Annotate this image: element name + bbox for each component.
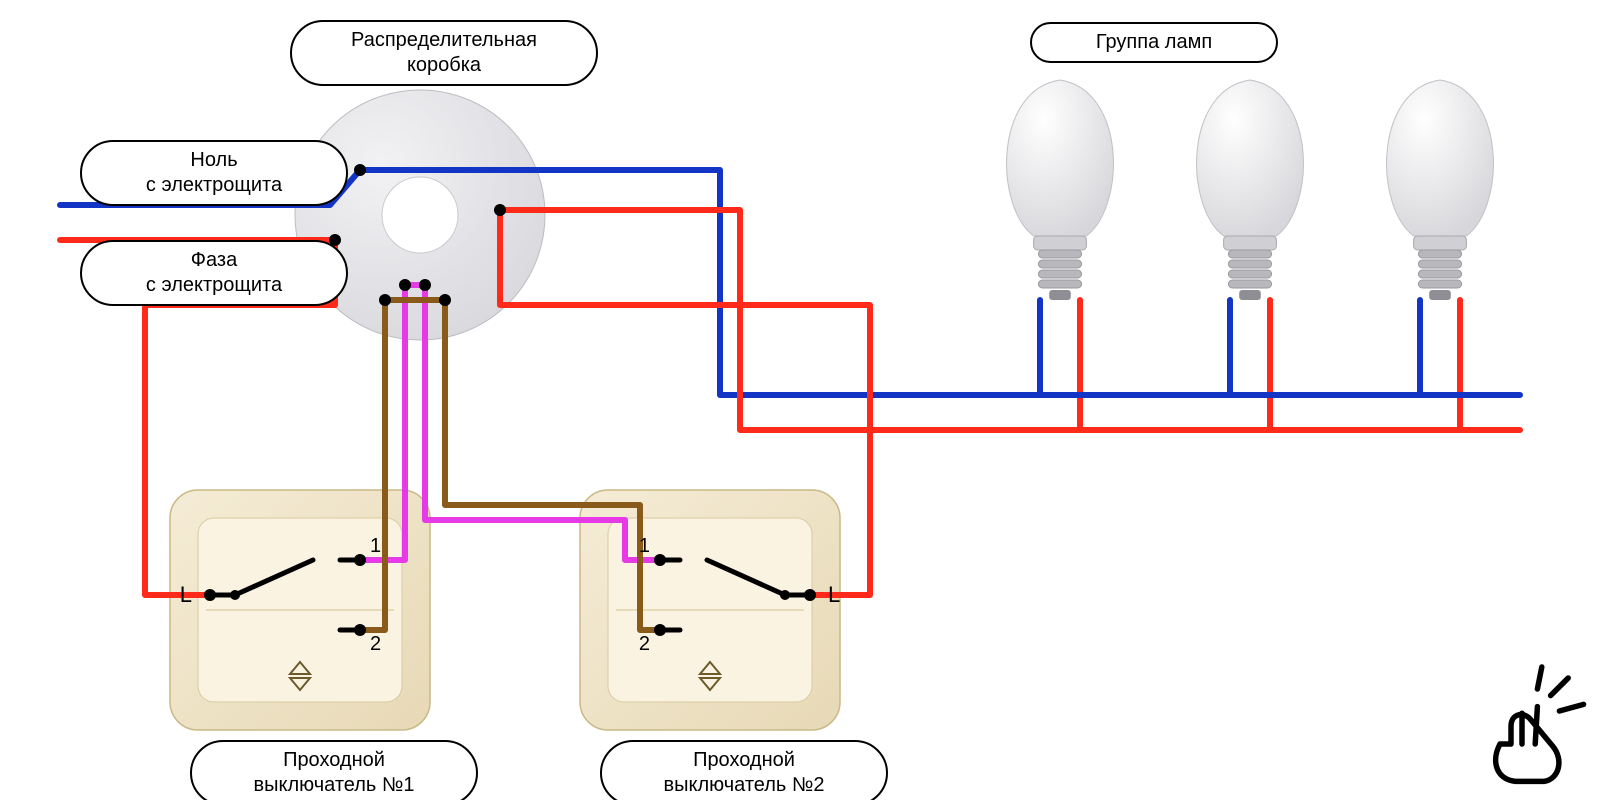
label-junction-box: Распределительная коробка	[290, 20, 598, 86]
junction-dot	[419, 279, 431, 291]
snap-icon	[1496, 667, 1584, 781]
junction-dot	[494, 204, 506, 216]
label-switch-2: Проходной выключатель №2	[600, 740, 888, 800]
switch1	[170, 490, 430, 730]
svg-text:1: 1	[370, 535, 381, 557]
lamp-2	[1197, 80, 1304, 300]
svg-text:L: L	[180, 582, 192, 607]
junction-dot	[379, 294, 391, 306]
label-phase-in: Фаза с электрощита	[80, 240, 348, 306]
junction-dot	[399, 279, 411, 291]
diagram-canvas: L 1 2 L 1 2	[0, 0, 1600, 800]
svg-text:2: 2	[370, 633, 381, 655]
wire-traveler-1	[360, 285, 660, 560]
label-lamp-group: Группа ламп	[1030, 22, 1278, 63]
lamp-3	[1387, 80, 1494, 300]
svg-text:1: 1	[639, 535, 650, 557]
switch2	[580, 490, 840, 730]
junction-dot	[439, 294, 451, 306]
wiring-diagram: L 1 2 L 1 2 Распределительная коробка Группа …	[0, 0, 1600, 800]
label-neutral-in: Ноль с электрощита	[80, 140, 348, 206]
svg-text:L: L	[828, 582, 840, 607]
lamp-1	[1007, 80, 1114, 300]
junction-dot	[354, 164, 366, 176]
label-switch-1: Проходной выключатель №1	[190, 740, 478, 800]
svg-text:2: 2	[639, 633, 650, 655]
